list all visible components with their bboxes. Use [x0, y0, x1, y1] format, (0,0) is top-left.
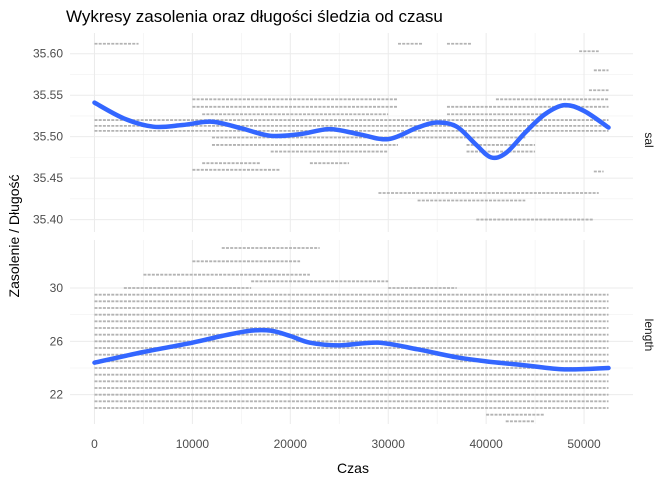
x-tick-label: 10000	[176, 437, 210, 451]
x-tick-label: 40000	[469, 437, 503, 451]
y-tick-label: 26	[50, 334, 64, 348]
y-tick-label: 30	[50, 281, 64, 295]
x-axis-title: Czas	[337, 460, 369, 476]
smooth-line	[92, 100, 611, 161]
y-axis-title: Zasolenie / Długość	[6, 175, 22, 298]
panel-sal: 35.40 35.45 35.50 35.55 35.60	[33, 33, 633, 232]
smooth-line	[92, 327, 611, 372]
y-tick-label: 35.50	[33, 130, 63, 144]
y-tick-label: 35.55	[33, 88, 63, 102]
chart-title: Wykresy zasolenia oraz długości śledzia …	[66, 7, 443, 26]
y-tick-label: 35.60	[33, 47, 63, 61]
y-tick-label: 35.40	[33, 213, 63, 227]
x-axis-ticks: 0 10000 20000 30000 40000 50000	[91, 437, 601, 451]
strip-label-length: length	[642, 319, 656, 352]
strip-label-sal: sal	[642, 132, 656, 147]
x-tick-label: 0	[91, 437, 98, 451]
y-tick-label: 35.45	[33, 171, 63, 185]
x-tick-label: 50000	[567, 437, 601, 451]
panel-length: 22 26 30	[50, 240, 633, 424]
x-tick-label: 30000	[372, 437, 406, 451]
points	[94, 247, 609, 423]
x-tick-label: 20000	[274, 437, 308, 451]
y-tick-label: 22	[50, 388, 64, 402]
